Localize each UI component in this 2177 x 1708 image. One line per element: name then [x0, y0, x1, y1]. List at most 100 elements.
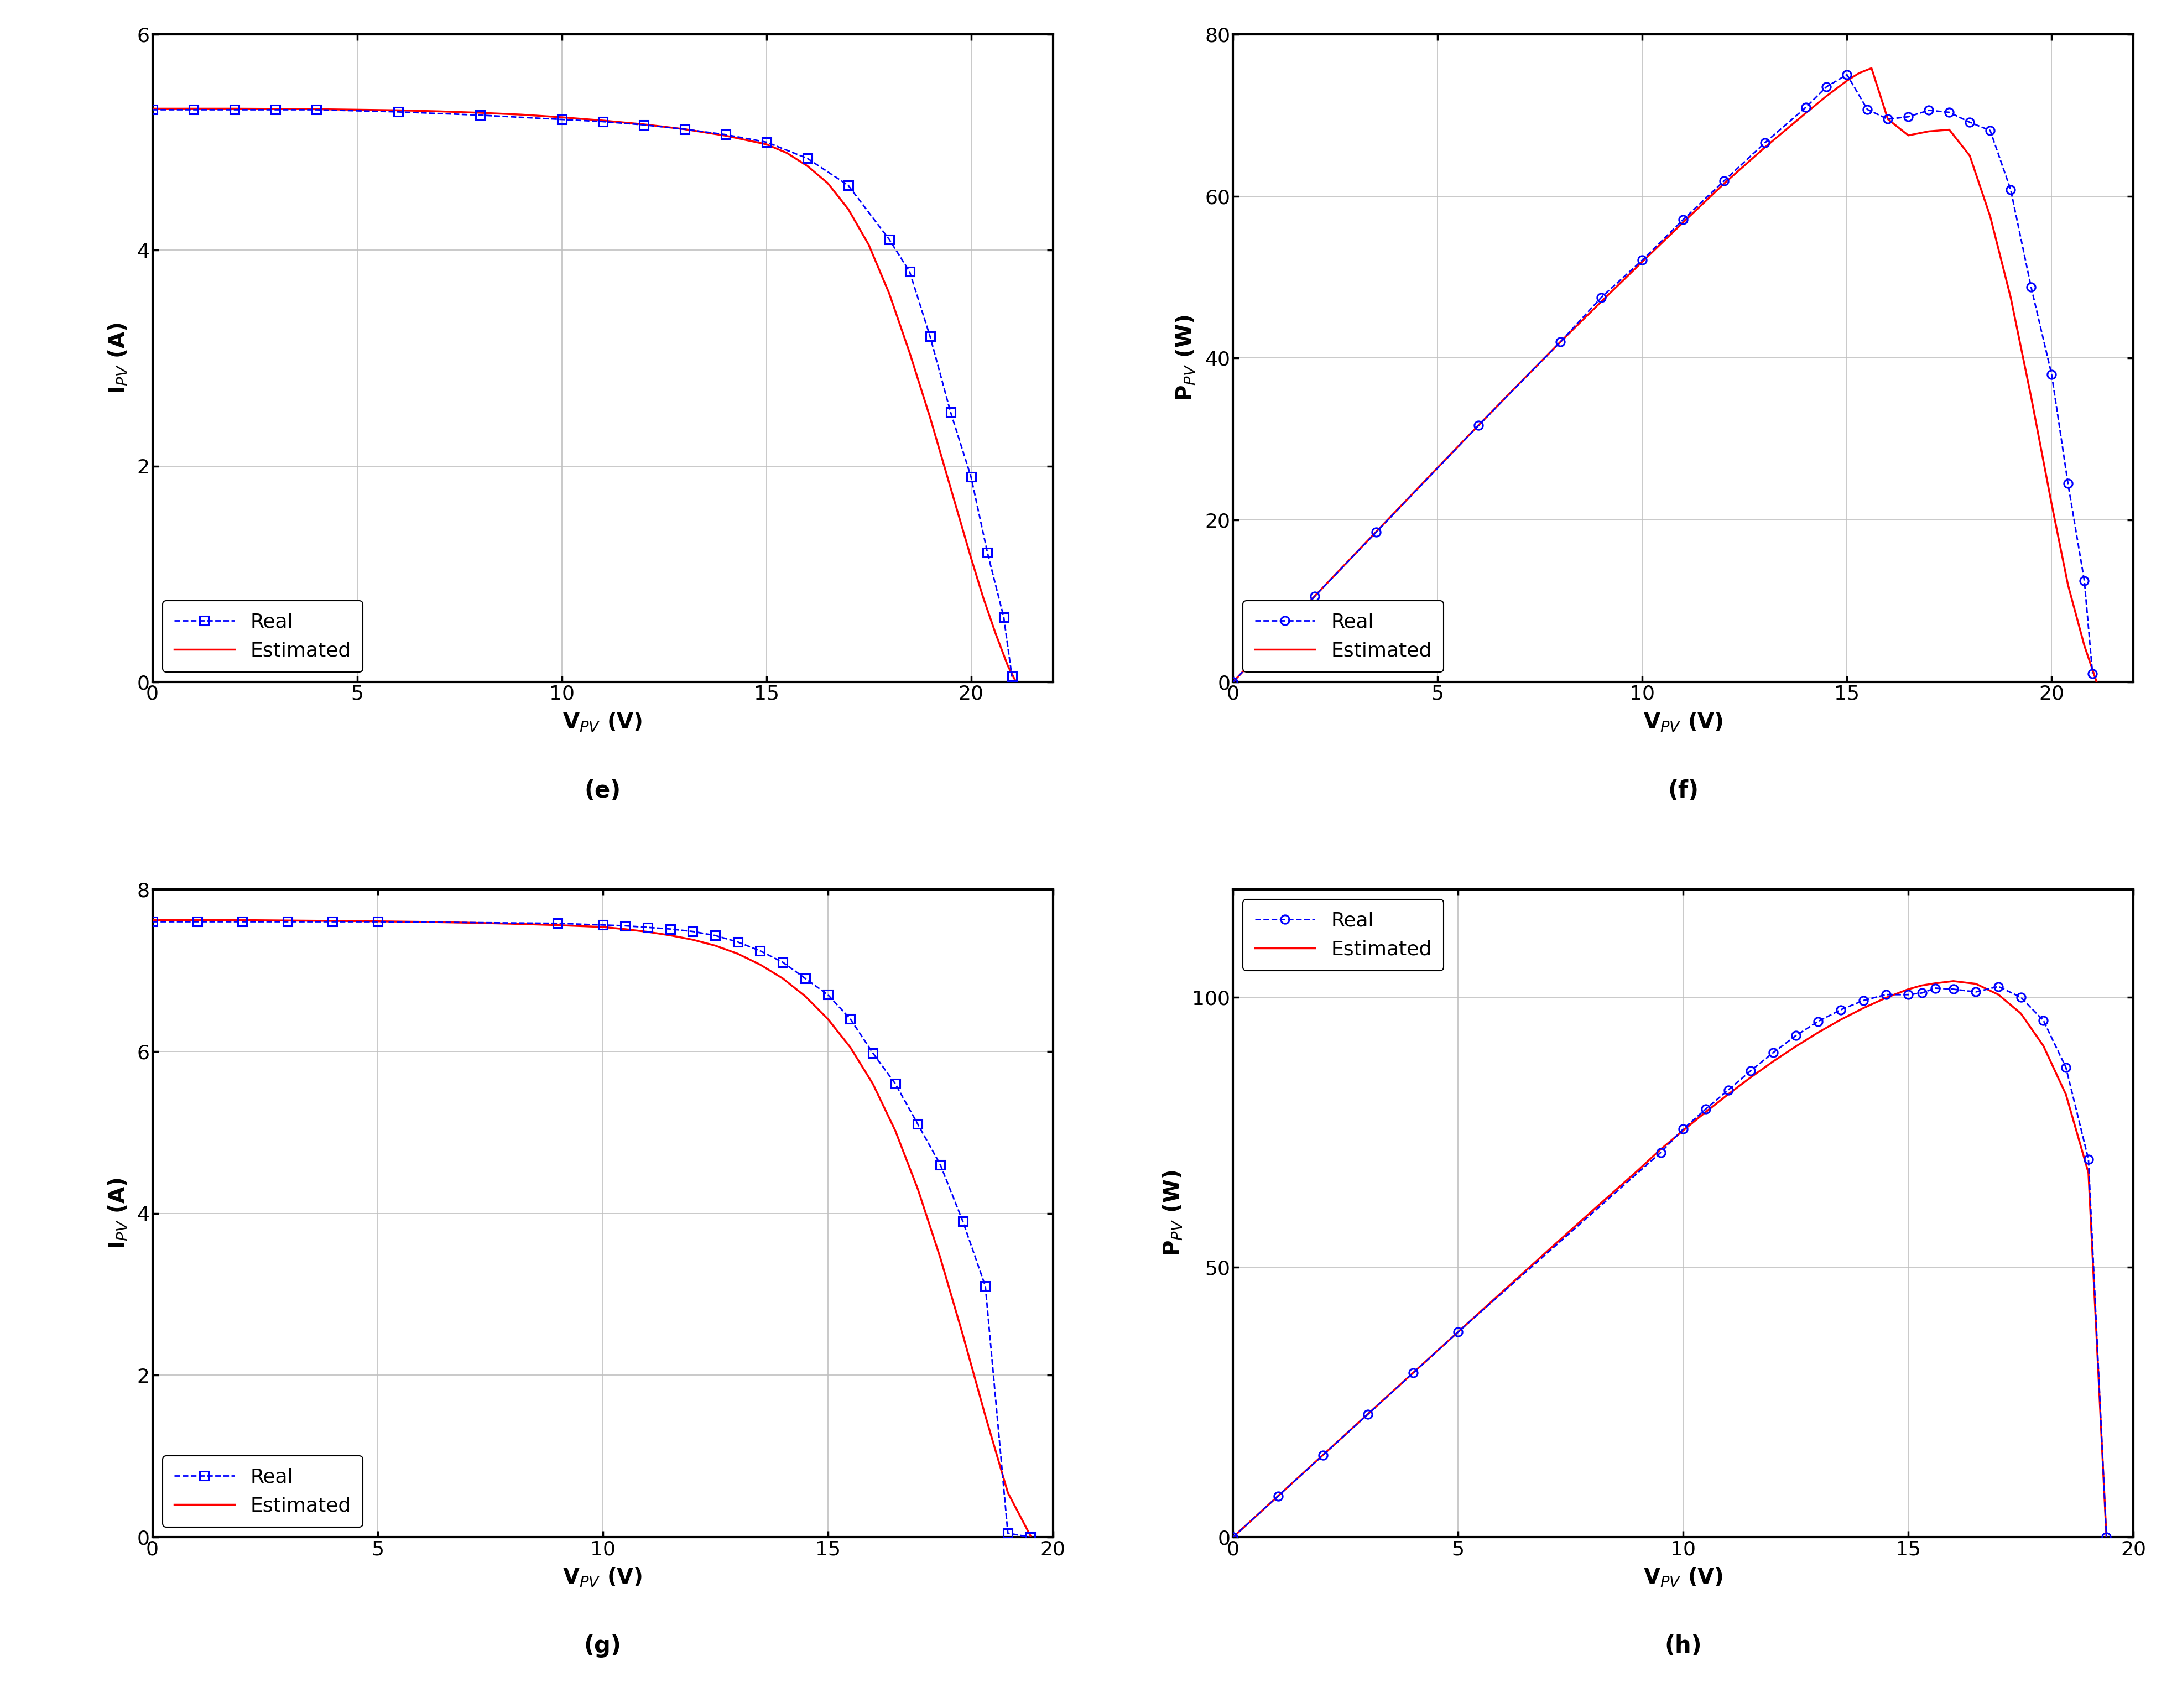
Real [2094, 1527, 2120, 1547]
Estimated [163, 99, 189, 120]
Real [320, 912, 346, 933]
Estimated [1302, 586, 1328, 606]
Real [549, 109, 575, 130]
Real [2007, 987, 2033, 1008]
Real [1850, 991, 1877, 1011]
Estimated [2083, 671, 2110, 692]
Estimated [1354, 1404, 1380, 1424]
Estimated [1535, 1240, 1561, 1261]
Real [1957, 113, 1983, 133]
Estimated [590, 111, 616, 132]
Estimated [1489, 1281, 1515, 1301]
Estimated [971, 588, 997, 608]
Line: Real: Real [1228, 70, 2096, 687]
Real [1805, 1011, 1831, 1032]
Estimated [385, 101, 411, 121]
Real [875, 229, 901, 249]
Real [1916, 101, 1942, 121]
Legend: Real, Estimated: Real, Estimated [163, 601, 364, 671]
Estimated [1805, 1021, 1831, 1042]
Estimated [2075, 1163, 2101, 1184]
Estimated [1859, 58, 1885, 79]
Real [1761, 1042, 1787, 1062]
Real [1548, 331, 1574, 352]
Real [882, 1073, 908, 1093]
Real [1219, 1527, 1245, 1547]
Estimated [1628, 251, 1655, 272]
Real [703, 926, 729, 946]
Estimated [1247, 1503, 1274, 1524]
Real [1813, 77, 1840, 97]
Real [274, 912, 300, 933]
Estimated [1833, 70, 1859, 91]
Estimated [949, 1324, 975, 1344]
Real [1737, 1061, 1763, 1081]
Estimated [507, 104, 533, 125]
Real [364, 912, 390, 933]
Text: (f): (f) [1668, 779, 1698, 803]
Estimated [838, 1037, 864, 1057]
Real [725, 933, 751, 953]
Estimated [544, 915, 570, 936]
Estimated [1287, 1465, 1313, 1486]
Legend: Real, Estimated: Real, Estimated [1243, 900, 1443, 970]
Real [222, 99, 248, 120]
Real [2031, 1011, 2057, 1032]
Real [2053, 1057, 2079, 1078]
Estimated [836, 198, 862, 219]
Estimated [549, 108, 575, 128]
Estimated [753, 133, 779, 154]
Estimated [1465, 415, 1491, 436]
Line: Estimated: Estimated [152, 109, 1017, 681]
Real [1752, 133, 1779, 154]
Real [185, 912, 211, 933]
Estimated [792, 986, 819, 1006]
Real [385, 102, 411, 123]
Estimated [185, 910, 211, 931]
X-axis label: V$_{PV}$ (V): V$_{PV}$ (V) [562, 711, 642, 733]
Real [1446, 1322, 1472, 1342]
Real [836, 176, 862, 196]
Estimated [1850, 997, 1877, 1018]
Line: Estimated: Estimated [1232, 980, 2107, 1537]
Estimated [409, 912, 435, 933]
Estimated [703, 936, 729, 956]
Real [631, 114, 657, 135]
Estimated [860, 1073, 886, 1093]
Real [2075, 1149, 2101, 1170]
Estimated [1872, 987, 1898, 1008]
Real [1400, 1363, 1426, 1383]
Real [1354, 1404, 1380, 1424]
Estimated [2094, 1527, 2120, 1547]
Real [590, 915, 616, 936]
Estimated [1940, 970, 1966, 991]
Estimated [1896, 125, 1922, 145]
Real [2055, 473, 2081, 494]
Real [679, 921, 705, 941]
X-axis label: V$_{PV}$ (V): V$_{PV}$ (V) [562, 1566, 642, 1588]
Real [466, 104, 492, 125]
Estimated [612, 919, 638, 939]
Real [1855, 99, 1881, 120]
Estimated [229, 910, 255, 931]
Real [838, 1009, 864, 1030]
Real [1896, 106, 1922, 126]
Real [612, 915, 638, 936]
Real [814, 984, 840, 1004]
Estimated [1004, 671, 1030, 692]
Estimated [725, 943, 751, 963]
Estimated [1896, 979, 1922, 999]
Estimated [499, 914, 525, 934]
Real [139, 99, 165, 120]
Estimated [814, 173, 840, 193]
Estimated [1829, 1009, 1855, 1030]
Real [1465, 415, 1491, 436]
Estimated [1964, 974, 1990, 994]
Estimated [1506, 372, 1533, 393]
Real [2018, 277, 2044, 297]
Estimated [1589, 292, 1615, 313]
Estimated [139, 910, 165, 931]
Y-axis label: I$_{PV}$ (A): I$_{PV}$ (A) [107, 1177, 128, 1249]
Estimated [712, 125, 738, 145]
Real [1219, 671, 1245, 692]
